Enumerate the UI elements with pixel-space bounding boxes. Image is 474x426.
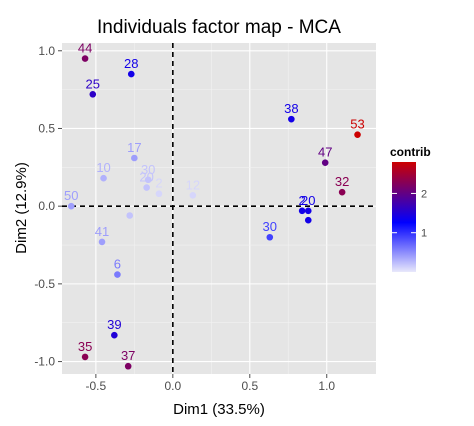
- x-tick-label: -0.5: [86, 379, 107, 393]
- data-point: [127, 70, 135, 78]
- legend-tick-label: 2: [421, 188, 427, 200]
- data-point: [338, 188, 346, 196]
- data-point: [354, 131, 361, 138]
- data-point: [98, 238, 106, 246]
- y-axis-title: Dim2 (12.9%): [13, 162, 30, 254]
- y-tick-label: -1.0: [34, 355, 55, 369]
- point-label: 37: [121, 348, 135, 363]
- point-label: 30: [263, 219, 277, 234]
- data-point: [89, 90, 97, 98]
- point-label: 38: [284, 101, 298, 116]
- point-label: 20: [139, 170, 153, 185]
- data-point: [321, 159, 329, 166]
- data-point: [266, 233, 274, 241]
- data-point: [131, 154, 138, 162]
- point-label: 20: [301, 193, 315, 208]
- point-label: 6: [114, 257, 121, 272]
- chart-title: Individuals factor map - MCA: [97, 17, 341, 38]
- data-point: [189, 191, 197, 199]
- point-label: 44: [78, 41, 92, 56]
- point-label: 10: [96, 160, 110, 175]
- data-point: [288, 115, 295, 123]
- panel-background: [62, 43, 376, 374]
- axes: -0.5 0.0 0.5 1.0 -1.0 -0.5 0.0 0.5 1.0: [34, 44, 335, 393]
- legend-ticks: 12: [392, 188, 427, 240]
- data-point: [155, 190, 163, 198]
- data-point: [81, 353, 89, 361]
- legend-title: contrib: [390, 145, 431, 159]
- point-label: 17: [127, 140, 141, 155]
- data-point: [126, 212, 134, 219]
- point-label: 12: [186, 177, 200, 192]
- x-axis-title: Dim1 (33.5%): [173, 401, 265, 418]
- point-label: 35: [78, 339, 92, 354]
- data-point: [114, 271, 121, 278]
- x-tick-label: 0.5: [241, 379, 258, 393]
- data-point: [67, 202, 75, 210]
- y-tick-label: -0.5: [34, 277, 55, 291]
- x-tick-label: 1.0: [318, 379, 335, 393]
- data-point: [100, 174, 107, 182]
- legend-colorbar: [392, 162, 416, 272]
- data-point: [143, 184, 150, 191]
- point-label: 2: [299, 193, 306, 208]
- point-label: 41: [95, 224, 109, 239]
- data-point: [124, 362, 132, 370]
- point-label: 47: [318, 145, 332, 160]
- point-label: 50: [64, 188, 78, 203]
- point-label: 28: [124, 56, 138, 71]
- data-point: [298, 207, 306, 215]
- data-point: [144, 176, 152, 184]
- data-point: [304, 216, 312, 224]
- point-label: 25: [86, 76, 100, 91]
- data-point: [304, 207, 312, 215]
- point-label: 30: [141, 162, 155, 177]
- legend-tick-label: 1: [421, 228, 427, 240]
- point-label: 39: [107, 317, 121, 332]
- point-label: 53: [350, 117, 364, 132]
- data-point: [111, 331, 118, 339]
- y-tick-label: 0.5: [38, 121, 55, 135]
- data-point: [81, 55, 89, 62]
- y-tick-label: 0.0: [38, 199, 55, 213]
- reference-lines: [62, 43, 376, 374]
- x-tick-label: 0.0: [164, 379, 181, 393]
- point-label: 2: [155, 176, 162, 191]
- y-tick-label: 1.0: [38, 44, 55, 58]
- color-legend: contrib 12: [390, 145, 431, 272]
- point-label: 32: [335, 174, 349, 189]
